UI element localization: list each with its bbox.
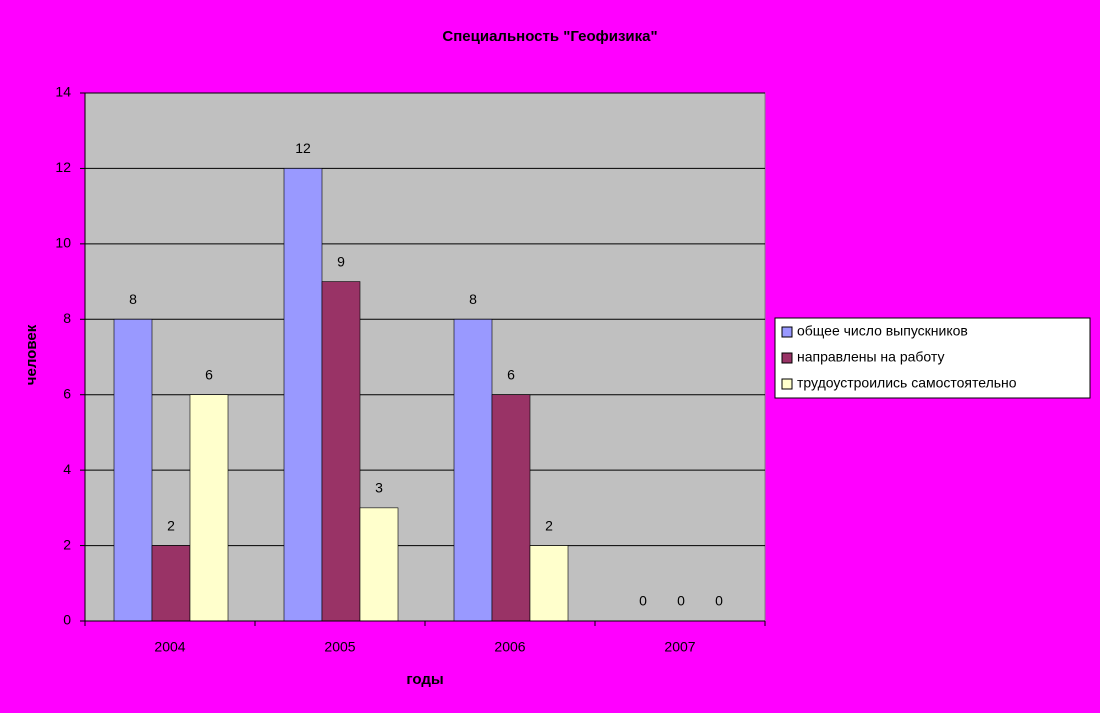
y-tick-label: 14 [55, 84, 71, 100]
data-label: 6 [507, 366, 515, 382]
data-label: 12 [295, 140, 311, 156]
x-tick-label: 2004 [154, 639, 185, 655]
bar [529, 545, 569, 622]
x-tick-label: 2007 [664, 639, 695, 655]
x-tick-label: 2006 [494, 639, 525, 655]
plot-area [84, 92, 766, 622]
legend-swatch [781, 352, 793, 364]
data-label: 2 [545, 517, 553, 533]
legend-box [774, 317, 1091, 399]
bar [453, 318, 493, 622]
data-label: 9 [337, 253, 345, 269]
legend-label: трудоустроились самостоятельно [797, 375, 1017, 391]
legend-swatch [781, 326, 793, 338]
y-tick-label: 6 [63, 385, 71, 401]
chart-title: Специальность "Геофизика" [442, 28, 657, 45]
bar [189, 394, 229, 622]
legend-label: направлены на работу [797, 349, 944, 365]
data-label: 8 [129, 291, 137, 307]
x-axis-label: годы [406, 671, 443, 688]
data-label: 8 [469, 291, 477, 307]
bar [151, 545, 191, 622]
bar [283, 168, 323, 622]
y-tick-label: 12 [55, 159, 71, 175]
data-label: 0 [715, 593, 723, 609]
data-label: 6 [205, 366, 213, 382]
bar [113, 318, 153, 622]
y-tick-label: 10 [55, 235, 71, 251]
bar [491, 394, 531, 622]
data-label: 0 [677, 593, 685, 609]
bar [359, 507, 399, 622]
data-label: 3 [375, 480, 383, 496]
y-axis-label: человек [23, 324, 40, 385]
legend-label: общее число выпускников [797, 323, 968, 339]
x-tick-label: 2005 [324, 639, 355, 655]
data-label: 2 [167, 517, 175, 533]
y-tick-label: 4 [63, 461, 71, 477]
bar [321, 281, 361, 622]
y-tick-label: 2 [63, 536, 71, 552]
y-tick-label: 8 [63, 310, 71, 326]
data-label: 0 [639, 593, 647, 609]
legend-swatch [781, 378, 793, 390]
y-tick-label: 0 [63, 612, 71, 628]
